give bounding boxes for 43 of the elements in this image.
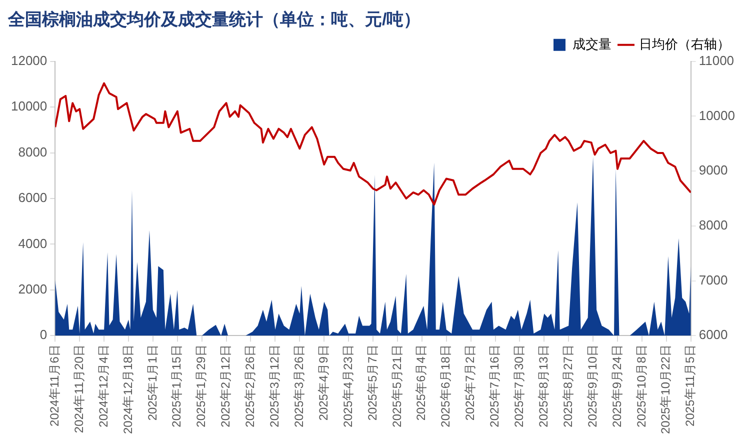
y2-tick-label: 9000 xyxy=(698,162,728,178)
y2-tick-label: 6000 xyxy=(698,327,728,342)
x-tick-label: 2025年9月10日 xyxy=(585,344,600,428)
x-tick-label: 2025年1月29日 xyxy=(194,344,208,428)
y-tick-label: 12000 xyxy=(10,52,48,68)
x-tick-label: 2024年12月18日 xyxy=(120,344,135,434)
x-tick-label: 2025年5月21日 xyxy=(390,344,404,428)
x-tick-label: 2025年6月18日 xyxy=(438,344,453,428)
x-tick-label: 2025年2月12日 xyxy=(218,344,233,428)
x-tick-label: 2025年9月24日 xyxy=(610,344,624,428)
x-tick-label: 2025年1月1日 xyxy=(145,344,160,421)
x-tick-label: 2025年7月30日 xyxy=(512,344,526,428)
x-tick-label: 2025年7月16日 xyxy=(488,344,502,428)
x-tick-label: 2025年1月15日 xyxy=(170,344,184,428)
x-tick-label: 2025年10月8日 xyxy=(634,344,648,428)
legend-label: 日均价（右轴） xyxy=(639,36,730,52)
x-tick-label: 2025年8月27日 xyxy=(560,344,575,428)
y-tick-label: 6000 xyxy=(18,190,48,206)
x-tick-label: 2025年4月23日 xyxy=(340,344,355,428)
y-tick-label: 0 xyxy=(40,327,48,342)
chart-title: 全国棕榈油成交均价及成交量统计（单位：吨、元/吨） xyxy=(7,10,421,29)
x-tick-label: 2025年4月9日 xyxy=(316,344,330,421)
y2-tick-label: 10000 xyxy=(698,108,736,123)
x-tick-label: 2024年11月6日 xyxy=(47,344,62,426)
x-tick-label: 2025年3月26日 xyxy=(292,344,306,428)
x-tick-label: 2025年6月4日 xyxy=(414,344,428,421)
y-tick-label: 8000 xyxy=(18,144,48,160)
x-tick-label: 2024年12月4日 xyxy=(96,344,110,428)
x-tick-label: 2025年10月22日 xyxy=(658,344,673,434)
y2-tick-label: 8000 xyxy=(698,218,728,233)
x-tick-label: 2025年3月12日 xyxy=(268,344,282,428)
x-tick-label: 2024年11月20日 xyxy=(72,344,86,434)
x-tick-label: 2025年8月13日 xyxy=(536,344,550,428)
x-tick-label: 2025年5月7日 xyxy=(365,344,380,421)
y-tick-label: 10000 xyxy=(10,98,48,114)
y-tick-label: 4000 xyxy=(18,236,48,251)
legend-label: 成交量 xyxy=(572,36,612,52)
y2-tick-label: 7000 xyxy=(698,272,728,288)
x-tick-label: 2025年2月26日 xyxy=(243,344,258,428)
x-tick-label: 2025年11月5日 xyxy=(683,344,698,426)
x-tick-label: 2025年7月2日 xyxy=(463,344,478,421)
y-tick-label: 2000 xyxy=(18,281,48,296)
y2-tick-label: 11000 xyxy=(698,52,734,68)
